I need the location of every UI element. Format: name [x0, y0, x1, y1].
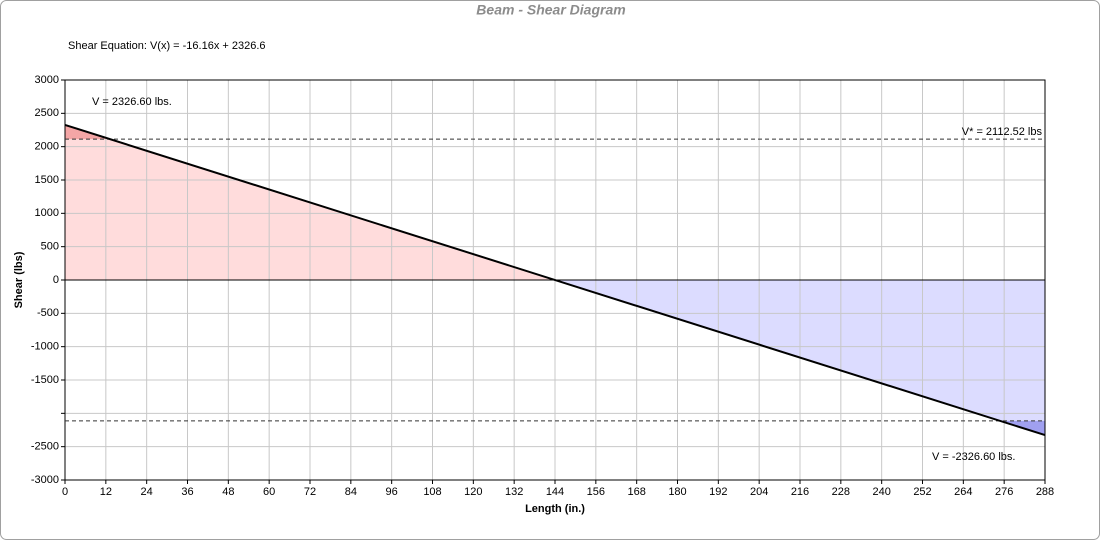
x-tick-label: 264 [954, 486, 972, 498]
y-tick-label: -3000 [31, 474, 59, 486]
x-tick-label: 228 [832, 486, 850, 498]
y-tick-label: 2000 [35, 141, 59, 153]
annotation: V = -2326.60 lbs. [932, 451, 1015, 463]
x-tick-label: 132 [505, 486, 523, 498]
x-tick-label: 252 [913, 486, 931, 498]
subtitle: Shear Equation: V(x) = -16.16x + 2326.6 [68, 40, 266, 52]
chart-title: Beam - Shear Diagram [476, 2, 625, 18]
y-tick-label: -1500 [31, 374, 59, 386]
y-tick-label: -1000 [31, 341, 59, 353]
x-tick-label: 180 [668, 486, 686, 498]
y-tick-label: 1000 [35, 207, 59, 219]
x-tick-label: 84 [345, 486, 357, 498]
x-tick-label: 12 [100, 486, 112, 498]
x-tick-label: 108 [423, 486, 441, 498]
y-tick-label: 2500 [35, 107, 59, 119]
x-tick-label: 0 [62, 486, 68, 498]
y-tick-label: 1500 [35, 174, 59, 186]
y-tick-label: 3000 [35, 74, 59, 86]
x-tick-label: 204 [750, 486, 768, 498]
x-tick-label: 120 [464, 486, 482, 498]
y-tick-label: -500 [37, 307, 59, 319]
x-tick-label: 276 [995, 486, 1013, 498]
x-tick-label: 288 [1036, 486, 1054, 498]
y-tick-label: 0 [53, 274, 59, 286]
x-axis-label: Length (in.) [525, 503, 585, 515]
x-tick-label: 24 [141, 486, 153, 498]
y-axis-label: Shear (lbs) [13, 251, 25, 308]
x-tick-label: 144 [546, 486, 564, 498]
y-tick-label: -2500 [31, 441, 59, 453]
x-tick-label: 96 [386, 486, 398, 498]
x-tick-label: 156 [587, 486, 605, 498]
y-tick-label: 500 [41, 241, 59, 253]
shear-line [64, 123, 1046, 437]
x-tick-label: 168 [627, 486, 645, 498]
x-tick-label: 48 [222, 486, 234, 498]
x-tick-label: 72 [304, 486, 316, 498]
x-tick-label: 36 [181, 486, 193, 498]
annotation: V* = 2112.52 lbs [962, 126, 1043, 138]
x-tick-label: 60 [263, 486, 275, 498]
annotation: V = 2326.60 lbs. [92, 96, 172, 108]
x-tick-label: 192 [709, 486, 727, 498]
x-tick-label: 240 [872, 486, 890, 498]
x-tick-label: 216 [791, 486, 809, 498]
